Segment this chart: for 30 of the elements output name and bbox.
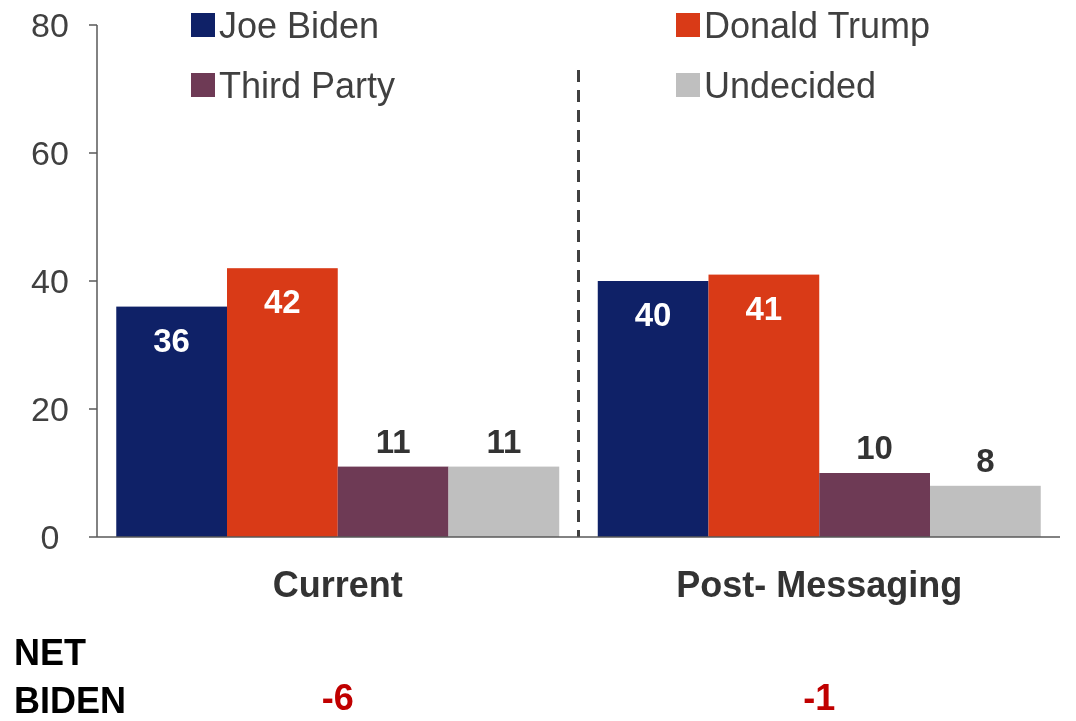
bar bbox=[337, 466, 449, 537]
y-tick-label: 0 bbox=[40, 517, 60, 556]
data-label: 41 bbox=[745, 289, 783, 327]
x-tick-label: Current bbox=[272, 564, 403, 605]
y-tick-label: 40 bbox=[31, 261, 69, 300]
x-tick-label: Post- Messaging bbox=[676, 564, 963, 605]
data-label: 40 bbox=[634, 296, 672, 333]
data-label: 11 bbox=[486, 422, 522, 460]
data-label: 36 bbox=[153, 321, 190, 359]
bar bbox=[448, 466, 560, 537]
bar bbox=[227, 268, 338, 537]
data-label: 42 bbox=[264, 283, 301, 321]
bar bbox=[708, 274, 820, 537]
legend-label: Joe Biden bbox=[219, 4, 380, 46]
data-label: 11 bbox=[375, 422, 411, 460]
legend-label: Donald Trump bbox=[704, 4, 931, 46]
data-label: 8 bbox=[976, 441, 995, 479]
text: -6 bbox=[321, 677, 354, 718]
y-tick-label: 20 bbox=[31, 389, 69, 428]
bar bbox=[116, 306, 228, 537]
legend-label: Undecided bbox=[704, 64, 877, 106]
bar bbox=[597, 281, 709, 537]
bar bbox=[930, 485, 1041, 537]
legend-label: Third Party bbox=[219, 64, 396, 106]
y-tick-label: 60 bbox=[31, 133, 69, 172]
bar bbox=[819, 473, 930, 537]
text: -1 bbox=[803, 677, 836, 718]
data-label: 10 bbox=[856, 429, 893, 466]
text: NET BIDEN bbox=[14, 632, 127, 721]
y-tick-label: 80 bbox=[31, 5, 69, 44]
